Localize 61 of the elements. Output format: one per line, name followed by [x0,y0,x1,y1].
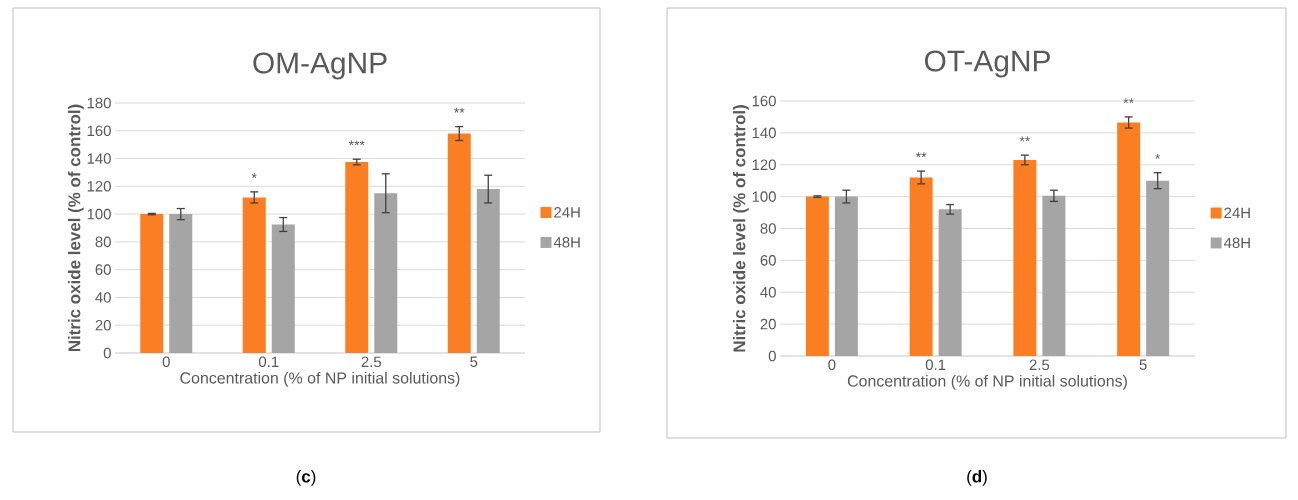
y-tick-label: 20 [760,318,776,330]
x-tick-label: 0.1 [925,359,946,371]
x-axis-title: Concentration (% of NP initial solutions) [847,374,1127,390]
y-tick-label: 120 [752,159,776,171]
y-tick-label: 80 [760,223,776,234]
x-tick-label: 5 [470,356,478,367]
x-tick-label: 5 [1139,359,1147,370]
y-tick-label: 100 [752,191,776,202]
x-tick-label: 0 [828,359,836,371]
bar [1042,195,1066,356]
bar [805,196,829,356]
y-tick-label: 60 [760,255,776,266]
data-label: ** [915,152,927,158]
y-tick-label: 80 [95,236,111,248]
chart-title: OM-AgNP [253,52,387,80]
x-tick-label: 2.5 [1029,359,1050,371]
y-tick-label: 120 [87,181,111,192]
data-label: * [1155,153,1161,159]
data-label: ** [1123,98,1134,104]
legend-label: 24H [1224,207,1250,218]
bar [476,189,500,353]
bar [834,196,858,356]
x-axis-title: Concentration (% of NP initial solutions) [180,371,460,387]
data-label: *** [348,140,365,146]
bar [1013,159,1037,356]
y-axis-title: Nitric oxide level (% of control) [732,105,749,352]
y-tick-label: 20 [95,319,111,331]
y-tick-label: 140 [87,153,111,164]
y-tick-label: 180 [87,97,111,109]
bar [938,209,962,356]
bar [242,197,266,353]
data-label: ** [454,107,465,113]
bar [271,224,295,353]
bar [909,177,933,356]
bar [1117,122,1141,356]
bar [140,214,164,353]
x-tick-label: 0.1 [258,356,279,368]
text: (c) [296,470,316,486]
y-tick-label: 40 [760,286,776,298]
bar [169,214,193,353]
y-tick-label: 100 [87,208,111,220]
chart-title: OT-AgNP [924,50,1050,78]
x-tick-label: 2.5 [361,356,382,368]
y-tick-label: 60 [95,264,111,275]
x-tick-label: 0 [162,356,170,368]
bar [374,193,398,353]
y-tick-label: 160 [752,95,776,107]
data-label: * [251,173,257,178]
data-label: ** [1019,136,1031,142]
legend-label: 24H [554,207,580,218]
y-axis-title: Nitric oxide level (% of control) [67,104,84,352]
legend-label: 48H [553,236,580,248]
bar [1146,180,1170,356]
bar [345,162,369,353]
legend-label: 48H [1223,237,1250,249]
y-tick-label: 140 [752,127,776,139]
bar [447,133,471,353]
y-tick-label: 0 [103,347,111,359]
y-tick-label: 160 [87,125,111,137]
y-tick-label: 40 [95,292,111,303]
text: (d) [967,470,987,486]
